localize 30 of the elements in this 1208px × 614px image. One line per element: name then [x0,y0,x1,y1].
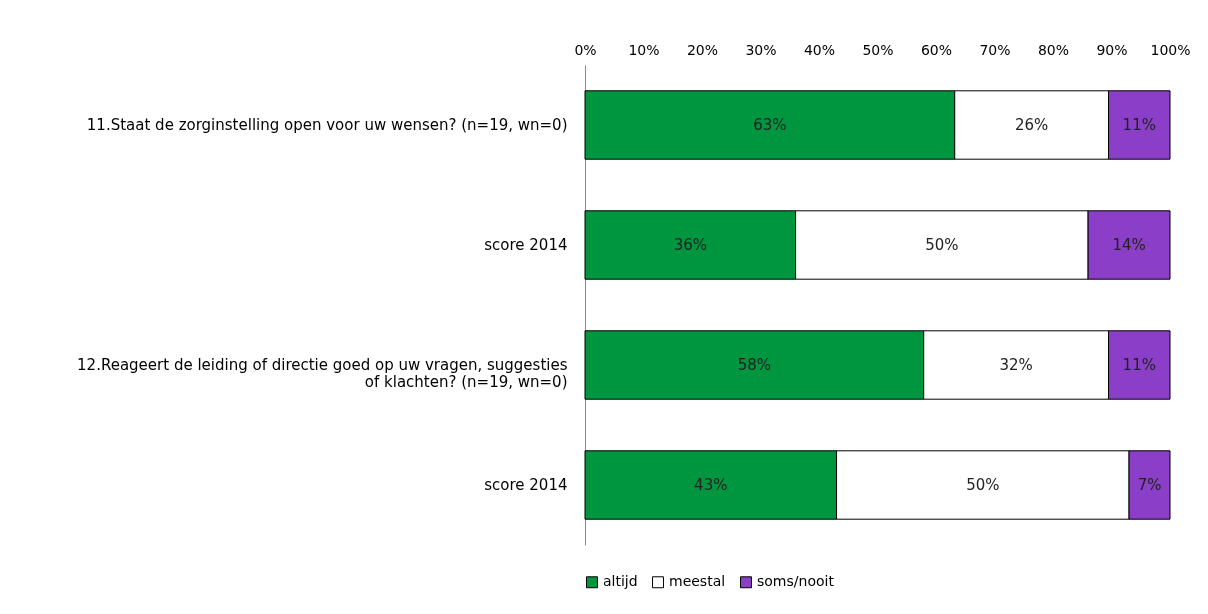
data-label: 26% [1014,116,1049,134]
data-label: 7% [1137,476,1162,494]
data-label: 50% [925,236,959,254]
y-tick-label: 12.Reageert de leiding of directie goed op uw vragen, suggesties of klachten? (n=19, wn=0) [77,356,568,391]
x-tick-label: 100% [1150,41,1191,58]
x-tick-label: 50% [862,41,894,58]
x-tick-label: 90% [1096,41,1128,58]
x-tick-label: 0% [574,41,597,58]
legend-label: meestal [669,573,726,590]
legend-label: soms/nooit [757,573,835,590]
data-label: 50% [966,476,1000,494]
data-label: 11% [1122,356,1156,374]
x-tick-label: 20% [686,41,719,58]
y-tick-label: score 2014 [484,476,568,494]
data-label: 32% [999,356,1033,374]
x-tick-label: 40% [803,41,836,58]
x-tick-label: 30% [745,41,777,58]
data-label: 63% [753,116,787,134]
x-tick-label: 70% [979,41,1011,58]
y-tick-label: score 2014 [484,236,568,254]
x-tick-label: 60% [920,41,953,58]
legend-label: altijd [603,573,638,590]
x-tick-label: 80% [1037,41,1070,58]
data-label: 11% [1122,116,1156,134]
x-tick-label: 10% [628,41,660,58]
y-tick-label: 11.Staat de zorginstelling open voor uw wensen? (n=19, wn=0) [86,116,568,134]
data-label: 14% [1112,236,1146,254]
data-label: 58% [737,356,772,374]
data-label: 43% [694,476,728,494]
data-label: 36% [673,236,707,254]
